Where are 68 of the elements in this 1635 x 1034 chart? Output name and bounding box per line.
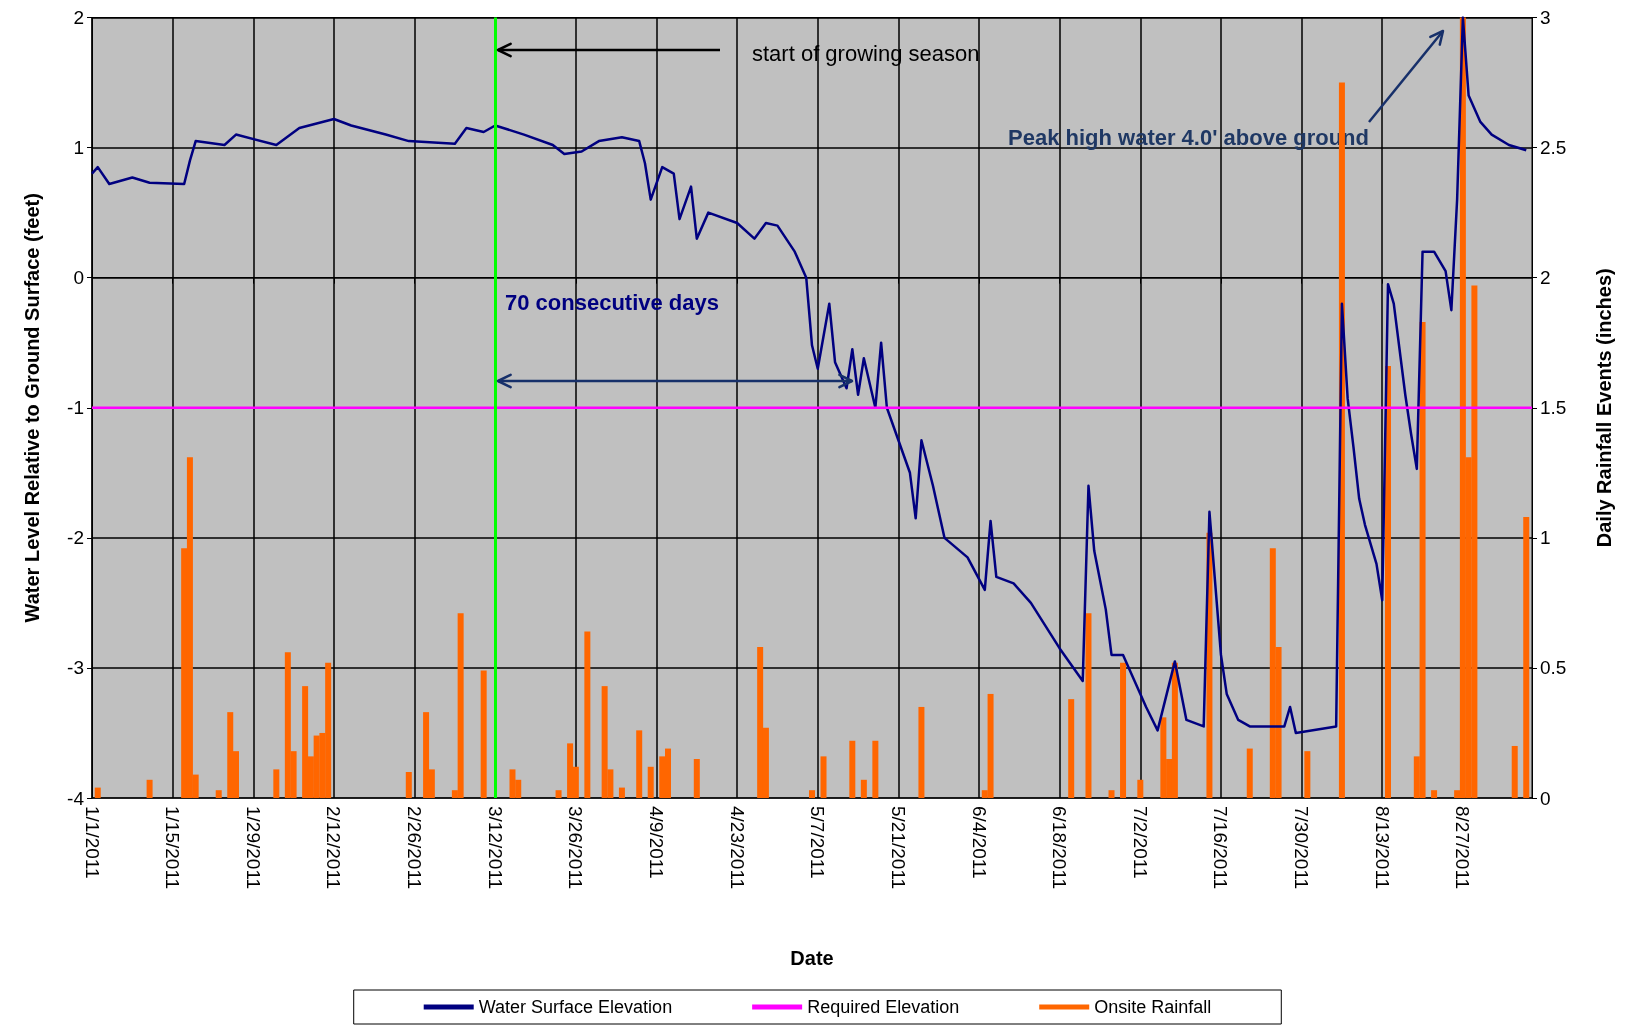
x-tick-label: 5/7/2011 [807, 806, 829, 879]
y-tick-label: 2 [73, 7, 84, 28]
bar [1137, 779, 1144, 798]
y2-tick-label: 0 [1540, 787, 1551, 809]
bar [1068, 699, 1075, 798]
bar [1431, 790, 1438, 798]
bar [1120, 662, 1127, 798]
y-tick-label: 0 [73, 267, 84, 289]
x-tick-label: 7/16/2011 [1210, 806, 1232, 890]
y2-tick-label: 1 [1540, 527, 1551, 549]
x-tick-label: 8/27/2011 [1452, 806, 1474, 890]
bar [555, 790, 562, 798]
y2-tick-label: 2.5 [1540, 137, 1567, 159]
y-tick-label: -2 [67, 527, 84, 549]
y2-tick-label: 3 [1540, 7, 1551, 28]
x-axis-title: Date [790, 947, 834, 969]
x-tick-label: 3/12/2011 [484, 806, 506, 890]
x-tick-label: 7/2/2011 [1129, 806, 1151, 879]
bar [647, 766, 654, 798]
bar [872, 740, 879, 798]
x-tick-label: 7/30/2011 [1291, 806, 1313, 890]
bar [849, 740, 856, 798]
bar [215, 790, 222, 798]
y-axis-title: Water Level Relative to Ground Surface (feet) [21, 193, 43, 623]
bar [820, 756, 827, 798]
bar [273, 769, 280, 798]
bar [618, 787, 625, 798]
y2-tick-label: 1.5 [1540, 397, 1567, 419]
x-tick-label: 2/12/2011 [323, 806, 345, 890]
y2-axis-title: Daily Rainfall Events (inches) [1593, 268, 1615, 548]
x-tick-label: 1/1/2011 [81, 806, 103, 879]
y2-tick-label: 2 [1540, 267, 1551, 289]
bar [636, 730, 643, 798]
bar [1523, 517, 1530, 798]
x-tick-label: 2/26/2011 [404, 806, 426, 890]
legend-label: Water Surface Elevation [478, 997, 673, 1017]
x-tick-label: 4/9/2011 [645, 806, 667, 879]
x-tick-label: 6/18/2011 [1049, 806, 1071, 890]
bar [860, 779, 867, 798]
bar [94, 787, 101, 798]
y-tick-label: -3 [67, 657, 84, 679]
bar [480, 670, 487, 798]
x-tick-label: 6/4/2011 [968, 806, 990, 879]
y-tick-label: 1 [73, 137, 84, 159]
bar [1246, 748, 1253, 798]
bar [405, 771, 412, 798]
bar [809, 790, 815, 798]
bar [918, 706, 925, 798]
bar [584, 631, 591, 798]
line-series [90, 16, 1528, 735]
y2-tick-label: 0.5 [1540, 657, 1567, 679]
legend-label: Onsite Rainfall [1094, 997, 1212, 1017]
bar [1304, 751, 1311, 798]
bar [1108, 790, 1115, 798]
x-tick-label: 4/23/2011 [726, 806, 748, 890]
x-tick-label: 1/15/2011 [162, 806, 184, 890]
x-tick-label: 5/21/2011 [887, 806, 909, 890]
x-tick-label: 8/13/2011 [1371, 806, 1393, 890]
legend-label: Required Elevation [807, 997, 960, 1017]
bar [146, 779, 153, 798]
bar [693, 758, 700, 798]
bar [1085, 613, 1092, 798]
x-tick-label: 1/29/2011 [242, 806, 264, 890]
x-tick-label: 3/26/2011 [565, 806, 587, 890]
bar [1385, 366, 1391, 798]
y-tick-label: -1 [67, 397, 84, 419]
y-tick-label: -4 [67, 787, 85, 809]
bar [1511, 745, 1518, 798]
